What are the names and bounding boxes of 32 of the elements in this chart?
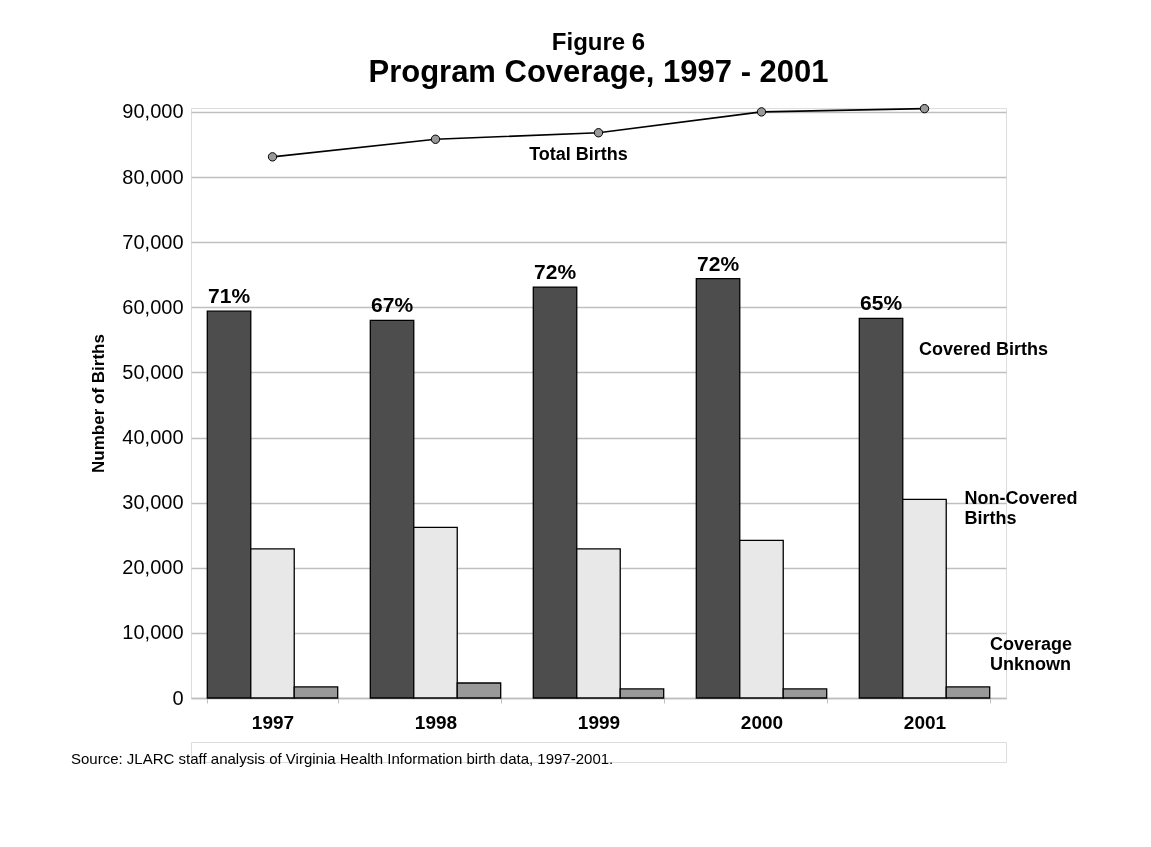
- x-tick-label: 2000: [740, 711, 784, 733]
- series-label: Non-Covered Births: [964, 488, 1078, 529]
- y-tick-label: 50,000: [122, 360, 184, 383]
- annotation: 71%: [208, 284, 251, 308]
- y-tick-label: 10,000: [122, 621, 184, 644]
- point: [593, 128, 604, 138]
- y-tick-label: 60,000: [122, 295, 184, 318]
- point: [756, 107, 767, 117]
- x-tick-label: 2001: [903, 711, 947, 733]
- y-tick-label: 40,000: [122, 426, 184, 449]
- point: [430, 134, 441, 144]
- series-label: Covered Births: [919, 339, 1049, 360]
- annotation: 72%: [534, 260, 577, 284]
- x-tick-label: 1999: [577, 711, 621, 733]
- y-tick-label: 20,000: [122, 556, 184, 579]
- x-tick-label: 1997: [251, 711, 295, 733]
- annotation: 67%: [371, 293, 414, 317]
- y-axis-title: Number of Births: [89, 334, 109, 473]
- series-label: Coverage Unknown: [989, 633, 1073, 674]
- annotation: 65%: [860, 291, 903, 315]
- series-label: Total Births: [529, 143, 628, 164]
- y-tick-label: 80,000: [122, 165, 184, 188]
- annotation: 72%: [697, 251, 740, 275]
- chart-title: Figure 6: [551, 27, 646, 55]
- y-tick-label: 0: [172, 686, 184, 709]
- y-tick-label: 30,000: [122, 491, 184, 514]
- source-note: Source: JLARC staff analysis of Virginia Health Information birth data, 1997-2001.: [71, 750, 614, 767]
- y-tick-label: 70,000: [122, 230, 184, 253]
- y-tick-label: 90,000: [122, 100, 184, 123]
- x-tick-label: 1998: [414, 711, 458, 733]
- point: [919, 103, 930, 114]
- point: [267, 152, 278, 162]
